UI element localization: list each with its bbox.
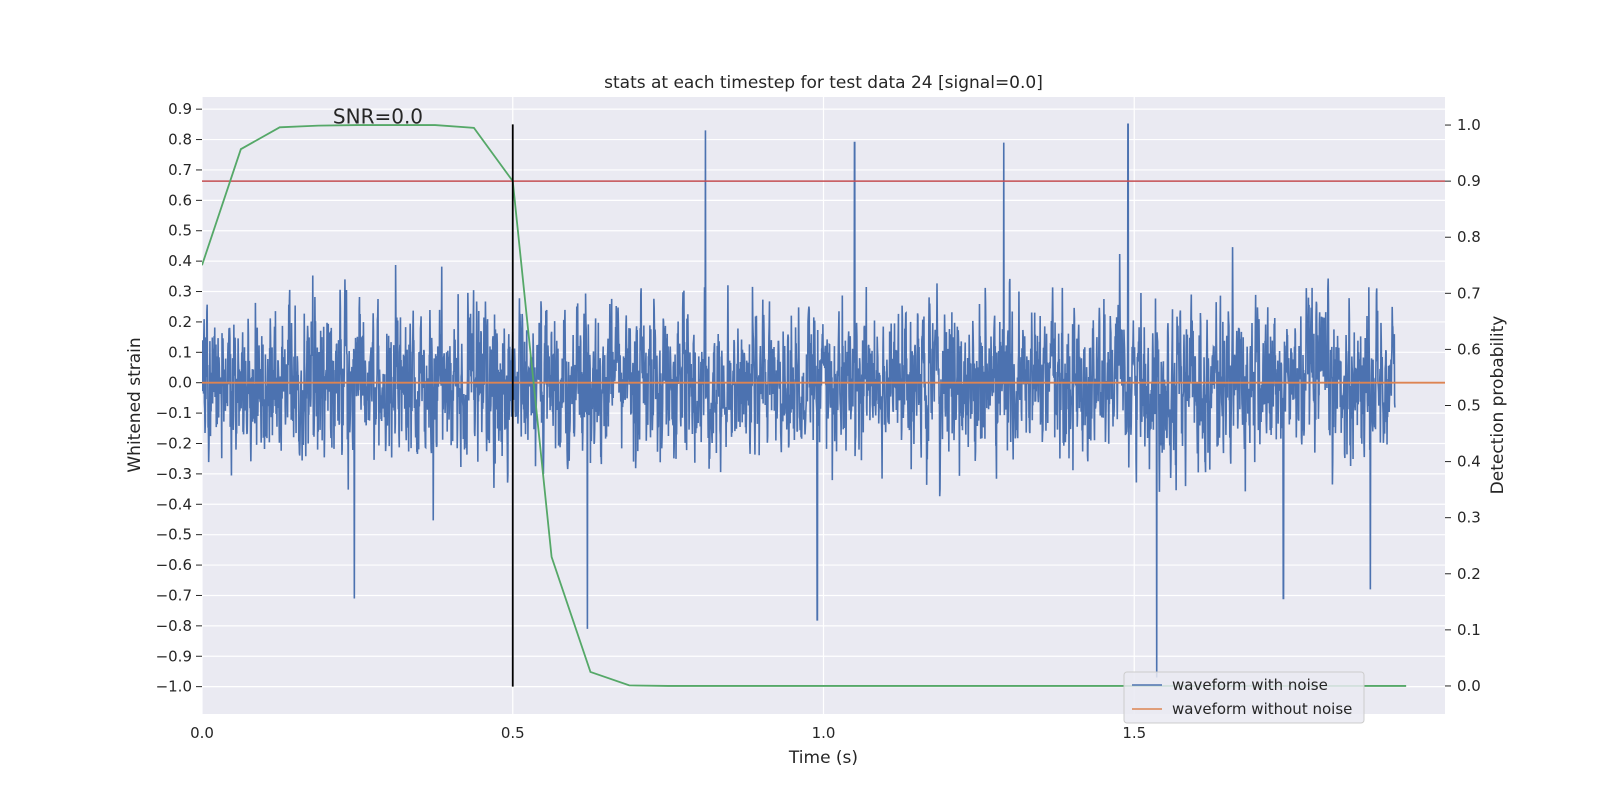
y-right-tick-label: 0.2 — [1457, 565, 1481, 583]
y-tick-label: 0.4 — [168, 252, 192, 270]
y-tick-label: 0.7 — [168, 161, 192, 179]
y-tick-label: −0.3 — [156, 465, 192, 483]
x-axis: 0.0 0.5 1.0 1.5 — [190, 724, 1146, 742]
y-tick-label: 0.9 — [168, 100, 192, 118]
y-right-tick-label: 0.1 — [1457, 621, 1481, 639]
y-tick-label: −0.4 — [156, 495, 192, 513]
legend-label-clean: waveform without noise — [1172, 700, 1352, 718]
right-y-axis: 1.0 0.9 0.8 0.7 0.6 0.5 0.4 0.3 0.2 0.1 0.0 — [1445, 116, 1481, 695]
y-tick-label: −0.6 — [156, 556, 192, 574]
y-tick-label: −0.1 — [156, 404, 192, 422]
x-tick-label: 1.0 — [812, 724, 836, 742]
x-tick-label: 0.5 — [501, 724, 525, 742]
y-tick-label: −0.8 — [156, 617, 192, 635]
y-tick-label: 0.3 — [168, 283, 192, 301]
y-right-tick-label: 0.0 — [1457, 677, 1481, 695]
chart-title: stats at each timestep for test data 24 … — [604, 73, 1043, 93]
x-tick-label: 1.5 — [1122, 724, 1146, 742]
y-right-tick-label: 0.3 — [1457, 509, 1481, 527]
y-axis-label-left: Whitened strain — [125, 337, 145, 472]
legend-label-noise: waveform with noise — [1172, 676, 1328, 694]
legend: waveform with noise waveform without noi… — [1123, 671, 1365, 724]
y-tick-label: −0.9 — [156, 647, 192, 665]
left-y-axis: 0.9 0.8 0.7 0.6 0.5 0.4 0.3 0.2 0.1 0.0 −0.1 −0.2 −0… — [156, 100, 202, 696]
y-tick-label: 0.6 — [168, 191, 192, 209]
y-right-tick-label: 0.4 — [1457, 453, 1481, 471]
legend-box — [1123, 671, 1365, 724]
y-tick-label: −0.5 — [156, 526, 192, 544]
y-right-tick-label: 0.9 — [1457, 172, 1481, 190]
y-right-tick-label: 0.6 — [1457, 340, 1481, 358]
x-tick-label: 0.0 — [190, 724, 214, 742]
y-right-tick-label: 0.5 — [1457, 397, 1481, 415]
series-waveform-with-noise — [202, 123, 1396, 678]
y-tick-label: 0.8 — [168, 131, 192, 149]
y-right-tick-label: 0.8 — [1457, 228, 1481, 246]
y-tick-label: 0.1 — [168, 343, 192, 361]
y-tick-label: 0.5 — [168, 222, 192, 240]
snr-annotation: SNR=0.0 — [333, 104, 423, 128]
y-tick-label: −0.7 — [156, 586, 192, 604]
y-tick-label: 0.0 — [168, 374, 192, 392]
y-tick-label: −1.0 — [156, 678, 192, 696]
y-tick-label: −0.2 — [156, 434, 192, 452]
y-right-tick-label: 0.7 — [1457, 284, 1481, 302]
x-axis-label: Time (s) — [788, 748, 858, 768]
y-right-tick-label: 1.0 — [1457, 116, 1481, 134]
y-axis-label-right: Detection probability — [1488, 316, 1508, 495]
y-tick-label: 0.2 — [168, 313, 192, 331]
